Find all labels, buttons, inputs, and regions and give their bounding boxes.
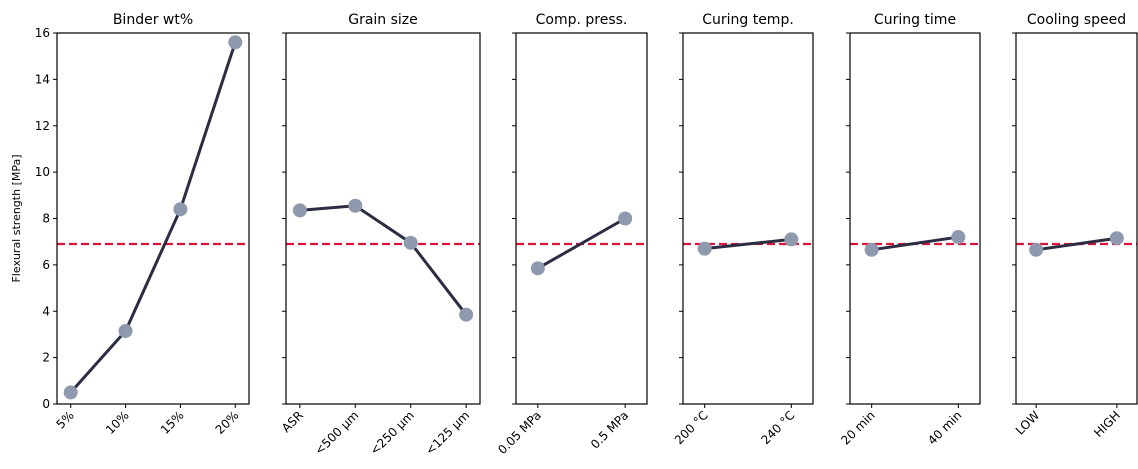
marker bbox=[459, 307, 474, 322]
x-tick-label: 20% bbox=[213, 408, 242, 437]
marker bbox=[1109, 231, 1124, 246]
marker bbox=[403, 235, 418, 250]
marker bbox=[63, 385, 78, 400]
x-tick-label: <500 μm bbox=[312, 408, 362, 458]
x-tick-label: 0.5 MPa bbox=[588, 408, 631, 451]
panel-title: Binder wt% bbox=[113, 12, 193, 28]
y-tick-label: 10 bbox=[35, 165, 50, 179]
panel-title: Cooling speed bbox=[1027, 12, 1126, 28]
x-tick-label: 240 °C bbox=[758, 408, 797, 447]
x-tick-label: 0.05 MPa bbox=[495, 408, 544, 457]
x-tick-label: 5% bbox=[53, 408, 76, 431]
effect-line bbox=[1035, 236, 1118, 252]
y-tick-label: 2 bbox=[42, 351, 50, 365]
x-tick-label: <250 μm bbox=[367, 408, 417, 458]
y-tick-label: 0 bbox=[42, 397, 50, 411]
x-tick-label: ASR bbox=[279, 408, 306, 435]
marker bbox=[530, 261, 545, 276]
marker bbox=[118, 323, 133, 338]
x-tick-label: HIGH bbox=[1091, 408, 1123, 440]
effect-line bbox=[537, 217, 626, 270]
marker bbox=[951, 230, 966, 245]
marker bbox=[864, 242, 879, 257]
marker bbox=[292, 203, 307, 218]
marker bbox=[1029, 242, 1044, 257]
effect-line bbox=[871, 235, 959, 252]
x-tick-label: LOW bbox=[1013, 408, 1042, 437]
marker bbox=[348, 198, 363, 213]
effect-line bbox=[69, 41, 237, 394]
x-tick-label: 200 °C bbox=[672, 408, 711, 447]
y-tick-label: 14 bbox=[35, 72, 50, 86]
marker bbox=[697, 241, 712, 256]
panel-frame bbox=[849, 32, 981, 405]
panel-frame bbox=[515, 32, 648, 405]
y-tick-label: 16 bbox=[35, 26, 50, 40]
panel-title: Comp. press. bbox=[536, 12, 628, 28]
x-tick-label: 40 min bbox=[925, 408, 964, 447]
panel-frame bbox=[1015, 32, 1138, 405]
panel-title: Curing temp. bbox=[702, 12, 794, 28]
effect-line bbox=[299, 204, 468, 316]
x-tick-label: 15% bbox=[158, 408, 187, 437]
x-tick-label: 20 min bbox=[838, 408, 877, 447]
x-tick-label: 10% bbox=[103, 408, 132, 437]
marker bbox=[173, 202, 188, 217]
panel-frame bbox=[285, 32, 481, 405]
marker bbox=[618, 211, 633, 226]
y-tick-label: 4 bbox=[42, 304, 50, 318]
y-tick-label: 6 bbox=[42, 258, 50, 272]
panel-frame bbox=[56, 32, 250, 405]
y-axis-label: Flexural strength [MPa] bbox=[10, 154, 23, 282]
marker bbox=[784, 232, 799, 247]
panel-title: Curing time bbox=[874, 12, 956, 28]
x-tick-label: <125 μm bbox=[423, 408, 473, 458]
panel-frame bbox=[682, 32, 814, 405]
y-tick-label: 8 bbox=[42, 212, 50, 226]
marker bbox=[228, 35, 243, 50]
effect-line bbox=[704, 237, 792, 251]
panel-title: Grain size bbox=[348, 12, 418, 28]
y-tick-label: 12 bbox=[35, 119, 50, 133]
